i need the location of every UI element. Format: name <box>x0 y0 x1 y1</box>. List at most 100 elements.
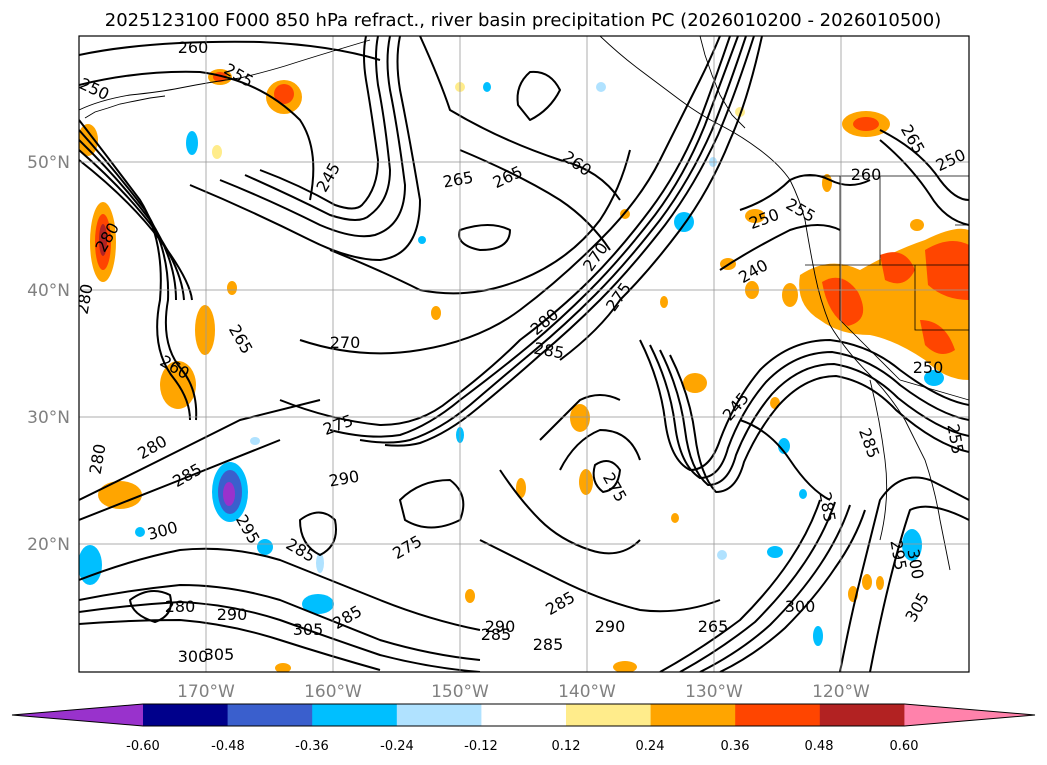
precip-anomaly-positive <box>274 84 294 104</box>
contour-line <box>244 36 391 221</box>
precip-anomaly-negative <box>418 236 426 244</box>
lon-label-150w: 150°W <box>431 682 489 702</box>
colorbar-swatch <box>819 704 905 726</box>
contour-line <box>299 36 721 355</box>
contour-line <box>79 399 321 501</box>
colorbar-swatch <box>566 704 652 726</box>
contour-line <box>659 499 821 672</box>
colorbar: -0.60 -0.48 -0.36 -0.24 -0.12 0.12 0.24 … <box>11 703 1036 754</box>
baja-california-coast <box>869 379 888 541</box>
contour-line <box>479 539 721 613</box>
precip-anomaly-positive <box>465 589 475 603</box>
precip-anomaly-positive <box>275 663 291 672</box>
contour-line <box>219 36 406 238</box>
precip-anomaly-positive <box>98 481 142 509</box>
lat-label-40n: 40°N <box>27 281 70 301</box>
contour-line <box>79 70 315 201</box>
contour-line <box>659 349 969 486</box>
precip-anomaly-negative <box>250 437 260 445</box>
contour-label: 305 <box>204 645 235 664</box>
colorbar-swatch <box>396 704 482 726</box>
precip-anomaly-negative <box>257 539 273 555</box>
precip-anomaly-positive <box>195 305 215 355</box>
colorbar-swatches <box>11 703 1036 727</box>
precip-anomaly-positive <box>660 296 668 308</box>
precip-anomaly-positive <box>613 661 637 672</box>
colorbar-tick-label: 0.36 <box>721 739 750 754</box>
contour-line <box>359 36 747 444</box>
precip-anomaly-positive <box>570 404 590 432</box>
precip-anomaly-positive <box>910 219 924 231</box>
contour-line <box>79 159 193 301</box>
contour-line <box>458 224 511 251</box>
colorbar-swatch <box>481 704 567 726</box>
map-panel: 260 255 250 245 265 265 260 260 265 250 … <box>78 35 970 673</box>
colorbar-tick-label: -0.12 <box>464 739 498 754</box>
colorbar-swatch <box>735 704 821 726</box>
lon-label-160w: 160°W <box>304 682 362 702</box>
coastlines <box>79 36 951 571</box>
contour-line <box>79 439 281 521</box>
contour-line <box>299 511 337 556</box>
alaska-peninsula-coast <box>79 39 371 111</box>
precip-anomaly-positive <box>862 574 872 590</box>
graticule <box>79 36 969 672</box>
contour-line <box>839 476 969 672</box>
precip-anomaly-positive <box>99 224 107 256</box>
contour-label: 265 <box>698 617 729 636</box>
contour-label: 290 <box>217 605 248 624</box>
colorbar-swatch <box>12 704 143 726</box>
contour-line <box>259 36 379 210</box>
contour-line <box>559 429 641 471</box>
contour-line <box>592 460 621 493</box>
precip-anomaly-negative <box>902 529 922 561</box>
state-border <box>955 224 969 265</box>
contour-line <box>719 224 841 271</box>
colorbar-tick-label: -0.48 <box>211 739 245 754</box>
contour-label: 285 <box>533 635 564 654</box>
precip-anomaly-positive <box>782 283 798 307</box>
precip-anomaly-positive <box>853 117 879 131</box>
contour-label: 300 <box>785 597 816 616</box>
map-frame <box>78 35 970 673</box>
state-border <box>914 265 969 331</box>
contour-line <box>459 149 611 251</box>
contour-line <box>189 36 421 261</box>
precip-anomaly-negative <box>316 553 324 573</box>
contour-line <box>669 354 969 493</box>
colorbar-outline <box>11 703 1036 727</box>
colorbar-tick-label: -0.60 <box>126 739 160 754</box>
colorbar-tick-label: 0.12 <box>552 739 581 754</box>
contour-line <box>129 590 172 623</box>
lat-label-20n: 20°N <box>27 535 70 555</box>
precip-anomaly-negative <box>924 370 944 386</box>
contour-line <box>879 139 969 226</box>
precip-anomaly-negative <box>483 82 491 92</box>
contour-line <box>639 339 969 471</box>
contour-line <box>559 36 763 361</box>
contour-line <box>79 547 481 631</box>
aleutian-islands <box>84 95 166 119</box>
contour-line <box>79 119 191 421</box>
north-american-coast <box>599 36 951 571</box>
lat-label-50n: 50°N <box>27 153 70 173</box>
precip-anomaly-negative <box>302 594 334 614</box>
colorbar-swatch <box>143 704 229 726</box>
contour-line <box>79 149 185 301</box>
precip-anomaly-positive <box>579 469 593 495</box>
contour-label: 270 <box>330 333 361 352</box>
colorbar-tick-label: -0.36 <box>295 739 329 754</box>
precip-anomaly-negative <box>767 546 783 558</box>
us-mexico-border <box>899 379 969 401</box>
colorbar-swatch <box>650 704 736 726</box>
state-border <box>839 176 901 381</box>
precip-shading-negative <box>79 82 944 646</box>
map-background <box>79 36 969 672</box>
contour-line <box>539 394 621 441</box>
lon-label-120w: 120°W <box>812 682 870 702</box>
contour-label: 305 <box>293 620 324 639</box>
precip-anomaly-negative <box>596 82 606 92</box>
latitude-labels: 50°N 40°N 30°N 20°N <box>27 153 70 555</box>
contour-label: 260 <box>851 165 882 184</box>
